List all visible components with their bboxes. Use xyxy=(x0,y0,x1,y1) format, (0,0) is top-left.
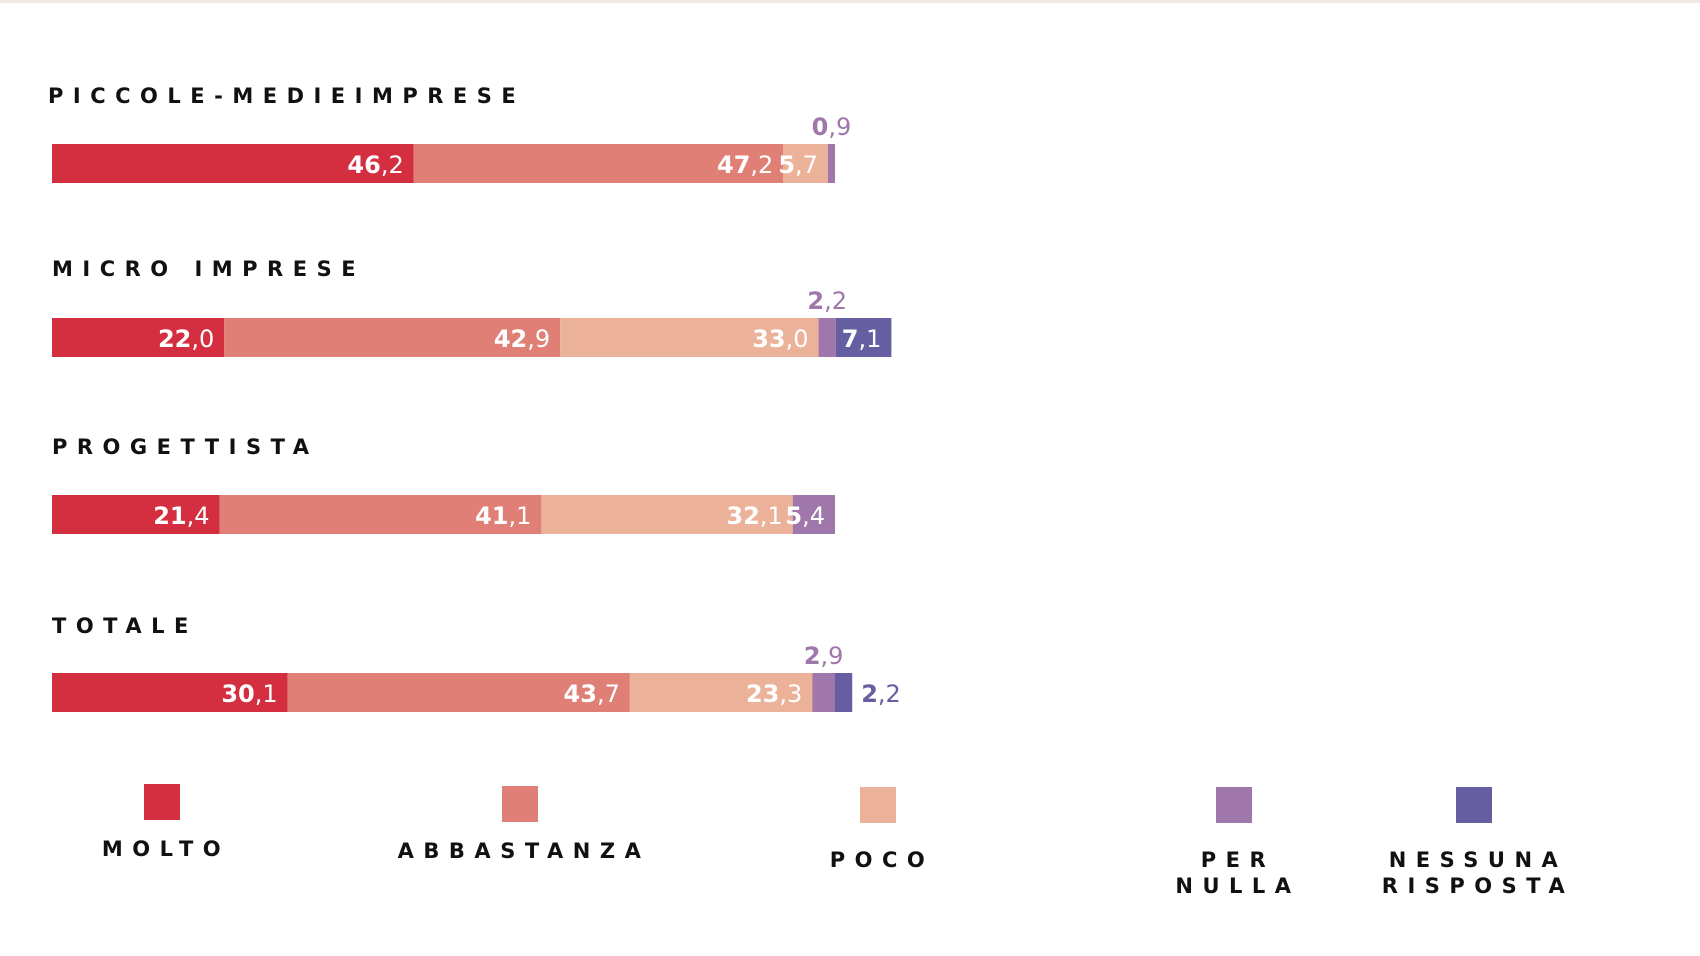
bar-segment xyxy=(560,318,819,357)
data-label: 2,9 xyxy=(804,642,844,670)
bar-segment xyxy=(287,673,630,712)
legend-label: RISPOSTA xyxy=(1382,874,1574,898)
bar-segment xyxy=(835,673,853,712)
category-label: TOTALE xyxy=(52,614,198,638)
data-label: 30,1 xyxy=(221,680,277,708)
legend-swatch xyxy=(144,784,180,820)
data-label: 7,1 xyxy=(842,325,882,353)
bar-segment xyxy=(541,495,793,534)
legend-swatch xyxy=(860,787,896,823)
data-label: 5,4 xyxy=(785,502,825,530)
data-label: 0,9 xyxy=(812,113,852,141)
bar-segment xyxy=(818,318,836,357)
legend-label: NESSUNA xyxy=(1389,848,1568,872)
bar-segment xyxy=(52,495,220,534)
bar-segment xyxy=(52,318,225,357)
data-label: 41,1 xyxy=(475,502,531,530)
data-label: 23,3 xyxy=(746,680,802,708)
legend-label: NULLA xyxy=(1175,874,1300,898)
data-label: 43,7 xyxy=(564,680,620,708)
data-label: 21,4 xyxy=(153,502,209,530)
legend-label: ABBASTANZA xyxy=(398,839,651,863)
bar-segment xyxy=(812,673,835,712)
category-label: MICRO IMPRESE xyxy=(52,257,365,281)
bar-segment xyxy=(224,318,561,357)
legend-label: MOLTO xyxy=(102,837,230,861)
bar-segment xyxy=(835,318,892,357)
bar-segment xyxy=(792,495,835,534)
top-divider xyxy=(0,0,1700,3)
data-label: 32,1 xyxy=(726,502,782,530)
data-label: 47,2 xyxy=(717,151,773,179)
category-label: PROGETTISTA xyxy=(52,435,319,459)
data-label: 5,7 xyxy=(778,151,818,179)
data-label: 2,2 xyxy=(807,287,847,315)
bar-segment xyxy=(629,673,813,712)
legend-swatch xyxy=(1216,787,1252,823)
bar-segment xyxy=(413,144,784,183)
bar-segment xyxy=(219,495,542,534)
legend-swatch xyxy=(1456,787,1492,823)
data-label: 42,9 xyxy=(494,325,550,353)
bar-segment xyxy=(52,673,288,712)
legend-swatch xyxy=(502,786,538,822)
legend-label: PER xyxy=(1201,848,1275,872)
bar-segment xyxy=(52,144,414,183)
data-label: 33,0 xyxy=(752,325,808,353)
data-label: 22,0 xyxy=(158,325,214,353)
data-label: 2,2 xyxy=(861,680,901,708)
category-label: PICCOLE-MEDIEIMPRESE xyxy=(48,84,525,108)
data-label: 46,2 xyxy=(347,151,403,179)
bar-segment xyxy=(783,144,828,183)
bar-segment xyxy=(827,144,835,183)
legend-label: POCO xyxy=(830,848,935,872)
